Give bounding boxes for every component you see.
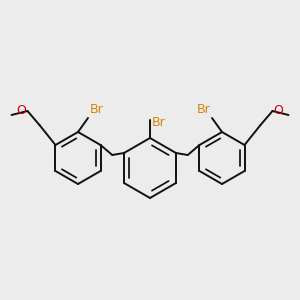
Text: O: O xyxy=(274,104,284,118)
Text: Br: Br xyxy=(152,116,166,129)
Text: Br: Br xyxy=(196,103,210,116)
Text: O: O xyxy=(16,104,26,118)
Text: Br: Br xyxy=(90,103,104,116)
